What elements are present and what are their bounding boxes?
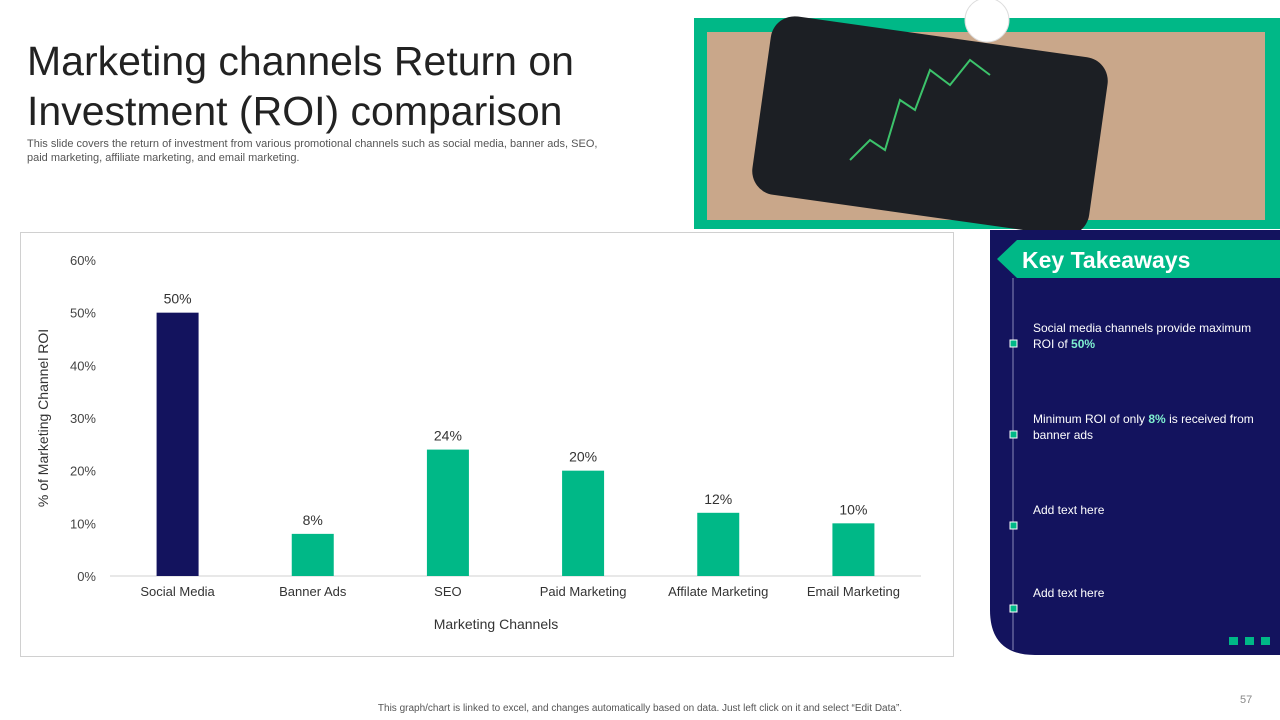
y-tick-label: 10% [70, 516, 96, 531]
y-tick-label: 40% [70, 358, 96, 373]
takeaway-text: 50% [1071, 337, 1096, 351]
ornament [1261, 637, 1270, 645]
bullet [1009, 339, 1018, 348]
value-label: 50% [164, 291, 192, 307]
takeaway-text: Add text here [1033, 586, 1105, 600]
ornament [1229, 637, 1238, 645]
y-tick-label: 60% [70, 253, 96, 268]
value-label: 8% [303, 512, 323, 528]
takeaway-header [997, 240, 1280, 278]
takeaway-text: 8% [1148, 412, 1166, 426]
takeaway-text: Add text here [1033, 503, 1105, 517]
value-label: 24% [434, 428, 462, 444]
takeaway-text: Minimum ROI of only [1033, 412, 1146, 426]
y-axis-label: % of Marketing Channel ROI [35, 329, 51, 507]
ornament [1245, 637, 1254, 645]
x-axis-label: Marketing Channels [434, 616, 559, 632]
title: Marketing channels Return on Investment … [27, 38, 574, 134]
bar [562, 470, 605, 576]
value-label: 20% [569, 449, 597, 465]
bar [291, 533, 334, 576]
bar [156, 312, 199, 576]
value-label: 10% [839, 501, 867, 517]
takeaway-panel [990, 230, 1280, 655]
takeaway-item: Add text here [1033, 502, 1258, 518]
x-tick-label: Social Media [140, 584, 215, 599]
circle-ornament [964, 0, 1010, 43]
x-tick-label: Banner Ads [279, 584, 347, 599]
y-tick-label: 50% [70, 306, 96, 321]
footer-note: This graph/chart is linked to excel, and… [377, 703, 903, 714]
takeaway-item: Minimum ROI of only 8% is received from … [1033, 411, 1258, 443]
bullet [1009, 604, 1018, 613]
description: This slide covers the return of investme… [27, 138, 598, 164]
page-number: 57 [1240, 694, 1253, 706]
x-tick-label: Paid Marketing [540, 584, 627, 599]
takeaway-text: Social media channels provide maximum RO… [1033, 321, 1252, 351]
bullet [1009, 430, 1018, 439]
takeaway-title: Key Takeaways [1022, 247, 1190, 273]
bullet [1009, 521, 1018, 530]
value-label: 12% [704, 491, 732, 507]
y-tick-label: 30% [70, 411, 96, 426]
bar [697, 512, 740, 576]
takeaway-item: Social media channels provide maximum RO… [1033, 320, 1258, 352]
phone-graph [849, 58, 991, 161]
x-tick-label: Email Marketing [807, 584, 900, 599]
phone [752, 16, 1108, 236]
x-tick-label: Affilate Marketing [668, 584, 768, 599]
takeaway-text: is received from banner ads [1033, 412, 1254, 442]
bar [832, 523, 875, 576]
bar [426, 449, 469, 576]
x-tick-label: SEO [434, 584, 461, 599]
y-tick-label: 20% [70, 464, 96, 479]
y-tick-label: 0% [77, 569, 96, 584]
takeaway-item: Add text here [1033, 585, 1258, 601]
